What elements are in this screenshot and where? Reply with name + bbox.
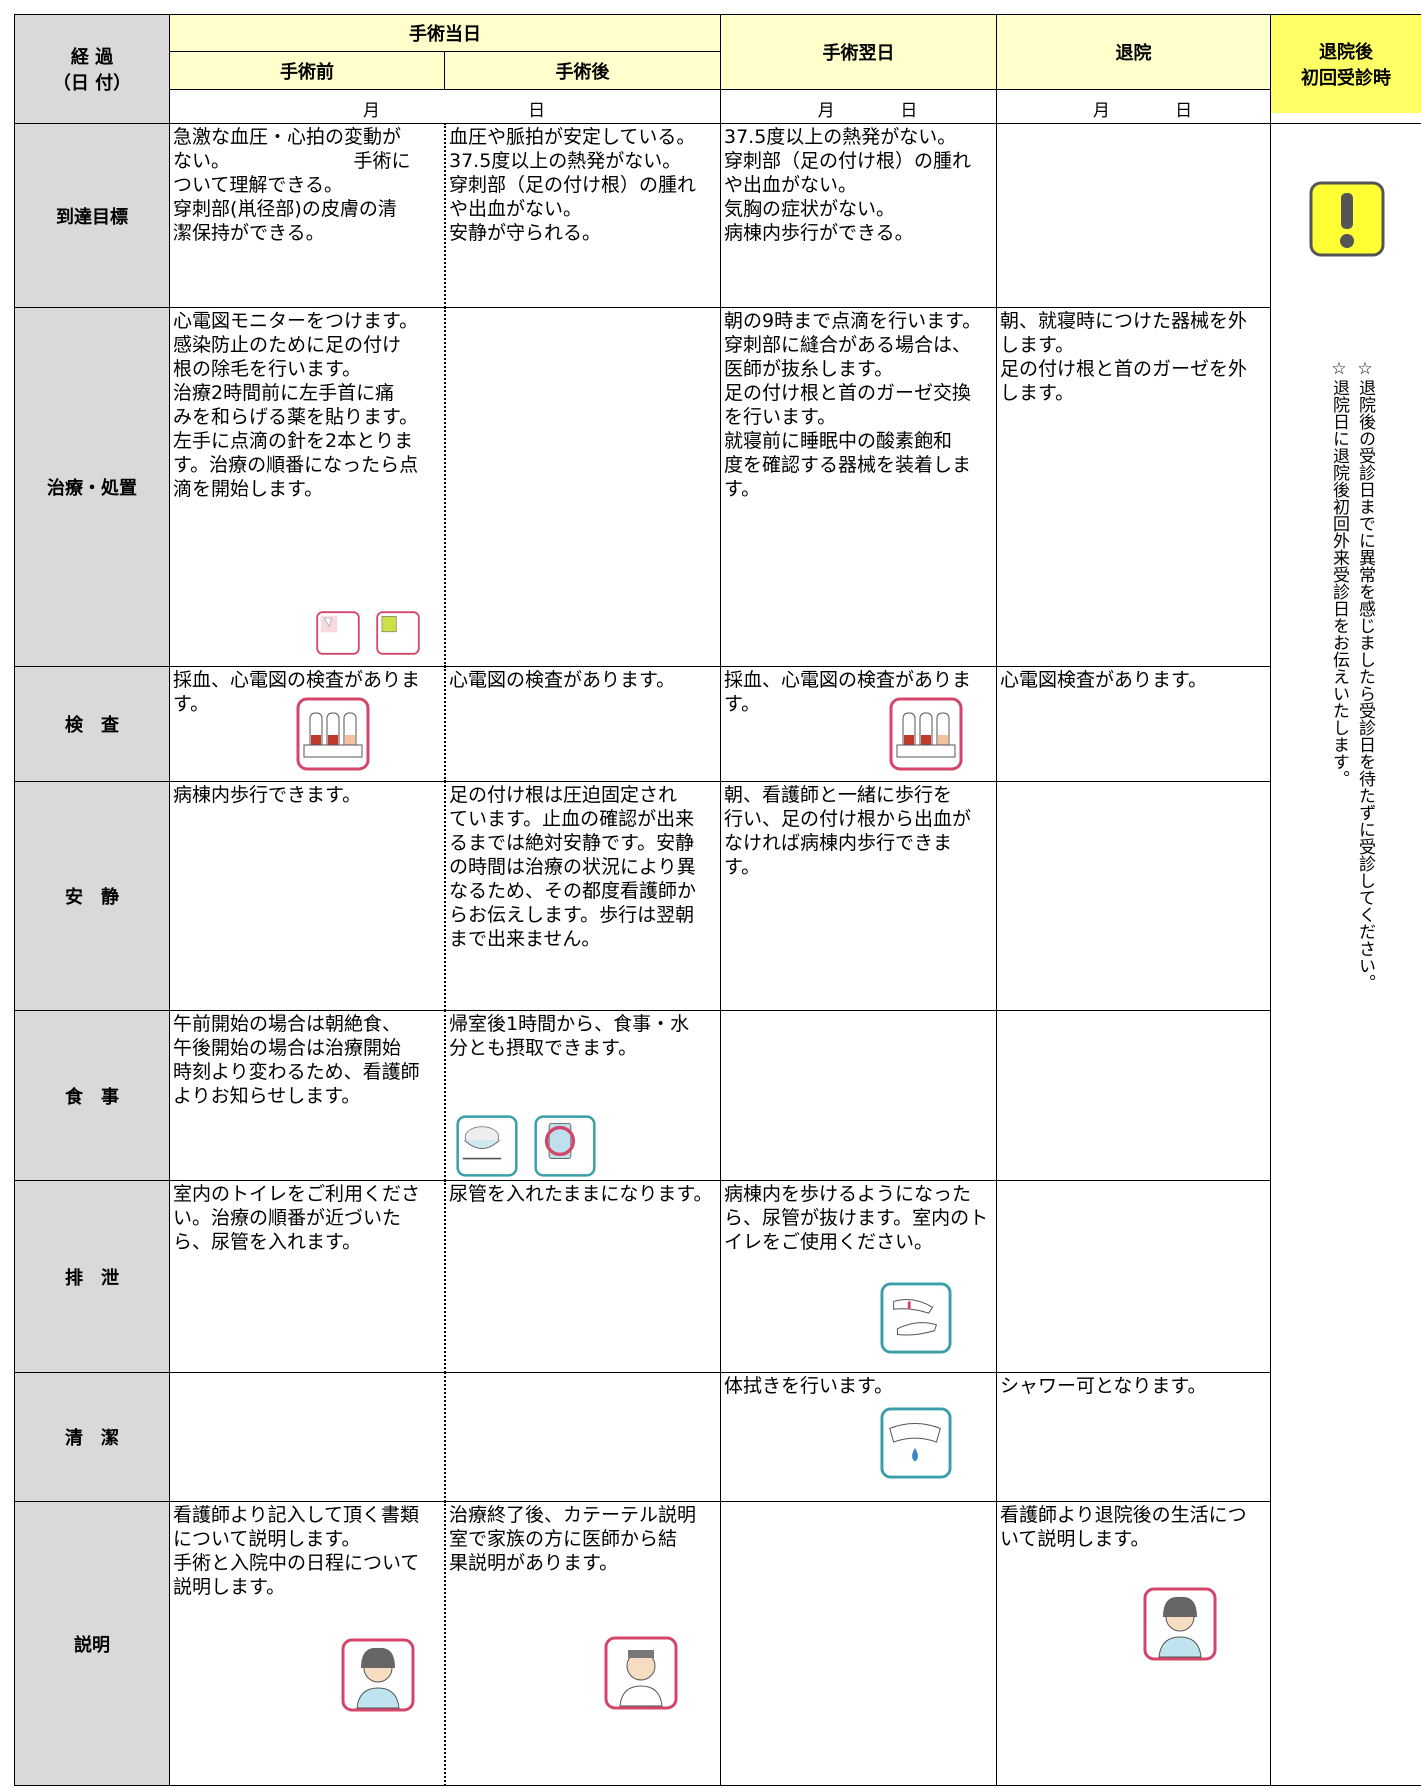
month-label: 月: [1092, 101, 1110, 121]
header-text: 手術前: [280, 61, 334, 83]
cell: 朝、就寝時につけた器械を外 します。 足の付け根と首のガーゼを外 します。: [996, 307, 1271, 667]
row-label-text: 治療・処置: [47, 478, 137, 499]
before-header: 手術前: [169, 51, 445, 90]
towel-icon: [880, 1407, 952, 1479]
row-label: 治療・処置: [14, 307, 170, 667]
header-text: 経 過: [70, 47, 114, 68]
row-label-text: 検 査: [65, 715, 119, 736]
cell: [720, 1010, 997, 1181]
cell: 病棟内を歩けるようになった ら、尿管が抜けます。室内のト イレをご使用ください。: [720, 1180, 997, 1373]
surgery-day-header: 手術当日: [169, 14, 721, 52]
cell: 足の付け根は圧迫固定され ています。止血の確認が出来 るまでは絶対安静です。安静…: [444, 781, 721, 1011]
day-label: 日: [1175, 101, 1193, 121]
cell: 病棟内歩行できます。: [169, 781, 445, 1011]
cell: [996, 781, 1271, 1011]
followup-column: ☆退院後の受診日までに異常を感じましたら受診日を待たずに受診してください。 ☆退院…: [1270, 123, 1421, 1786]
row-label: 検 査: [14, 666, 170, 782]
date-cell: 月日: [720, 89, 997, 124]
followup-note: ☆退院日に退院後初回外来受診日をお伝えいたします。: [1329, 359, 1349, 787]
test-icon: [889, 697, 963, 771]
month-label: 月: [817, 101, 835, 121]
cell: シャワー可となります。: [996, 1372, 1271, 1502]
header-text: 退院: [1115, 43, 1152, 64]
cell: 心電図モニターをつけます。 感染防止のために足の付け 根の除毛を行います。 治療…: [169, 307, 445, 667]
cell: 心電図検査があります。: [996, 666, 1271, 782]
header-text: 手術当日: [409, 24, 481, 45]
date-cell: 月日: [169, 89, 721, 124]
discharge-header: 退院: [996, 14, 1271, 90]
row-label-text: 安 静: [65, 887, 119, 908]
row-label: 安 静: [14, 781, 170, 1011]
row-label-text: 説明: [74, 1634, 110, 1656]
drip-icon: [376, 611, 420, 655]
cell: 看護師より退院後の生活につ いて説明します。: [996, 1501, 1271, 1786]
row-label: 食 事: [14, 1010, 170, 1181]
nurse-icon: [1143, 1587, 1217, 1661]
cell: [169, 1372, 445, 1502]
test-icon: [296, 697, 370, 771]
row-label-text: 到達目標: [56, 206, 128, 228]
cell: 心電図の検査があります。: [444, 666, 721, 782]
followup-header: 退院後 初回受診時: [1270, 14, 1421, 114]
row-label: 排 泄: [14, 1180, 170, 1373]
drink-icon: [534, 1115, 596, 1177]
cell: [996, 1010, 1271, 1181]
cell: [996, 1180, 1271, 1373]
row-label: 説明: [14, 1501, 170, 1786]
header-text: 手術翌日: [822, 43, 895, 64]
cell: 治療終了後、カテーテル説明 室で家族の方に医師から結 果説明があります。: [444, 1501, 721, 1786]
row-label-text: 清 潔: [65, 1428, 119, 1449]
patch-icon: [316, 611, 360, 655]
header-text: 退院後: [1319, 42, 1373, 63]
cell: [444, 307, 721, 667]
cell: 室内のトイレをご利用くださ い。治療の順番が近づいた ら、尿管を入れます。: [169, 1180, 445, 1373]
header-text: 初回受診時: [1301, 68, 1391, 89]
day-label: 日: [900, 101, 918, 121]
month-label: 月: [362, 101, 380, 121]
cell: 体拭きを行います。: [720, 1372, 997, 1502]
doctor-icon: [604, 1636, 678, 1710]
cell: 朝、看護師と一緒に歩行を 行い、足の付け根から出血が なければ病棟内歩行できま …: [720, 781, 997, 1011]
after-header: 手術後: [444, 51, 721, 90]
next-day-header: 手術翌日: [720, 14, 997, 90]
cell: 午前開始の場合は朝絶食、 午後開始の場合は治療開始 時刻より変わるため、看護師 …: [169, 1010, 445, 1181]
slippers-icon: [880, 1282, 952, 1354]
cell: 看護師より記入して頂く書類 について説明します。 手術と入院中の日程について 説…: [169, 1501, 445, 1786]
row-label-text: 食 事: [65, 1086, 119, 1108]
row-label-text: 排 泄: [65, 1267, 119, 1289]
period-header: 経 過 （日 付）: [14, 14, 170, 124]
row-label: 清 潔: [14, 1372, 170, 1502]
cell: 尿管を入れたままになります。: [444, 1180, 721, 1373]
alert-icon: [1309, 181, 1385, 257]
rice-icon: [456, 1115, 518, 1177]
followup-note: ☆退院後の受診日までに異常を感じましたら受診日を待たずに受診してください。: [1355, 359, 1375, 991]
cell: 朝の9時まで点滴を行います。 穿刺部に縫合がある場合は、 医師が抜糸します。 足…: [720, 307, 997, 667]
header-text: 手術後: [555, 61, 610, 83]
nurse-icon: [341, 1638, 415, 1712]
date-cell: 月日: [996, 89, 1271, 124]
cell: [444, 1372, 721, 1502]
cell: 37.5度以上の熱発がない。 穿刺部（足の付け根）の腫れ や出血がない。 気胸の…: [720, 123, 997, 308]
day-label: 日: [528, 101, 546, 121]
cell: [996, 123, 1271, 308]
cell: 急激な血圧・心拍の変動が ない。 手術に ついて理解できる。 穿刺部(鼡径部)の…: [169, 123, 445, 308]
cell: 血圧や脈拍が安定している。 37.5度以上の熱発がない。 穿刺部（足の付け根）の…: [444, 123, 721, 308]
row-label: 到達目標: [14, 123, 170, 308]
cell: [720, 1501, 997, 1786]
header-text: （日 付）: [52, 73, 132, 94]
